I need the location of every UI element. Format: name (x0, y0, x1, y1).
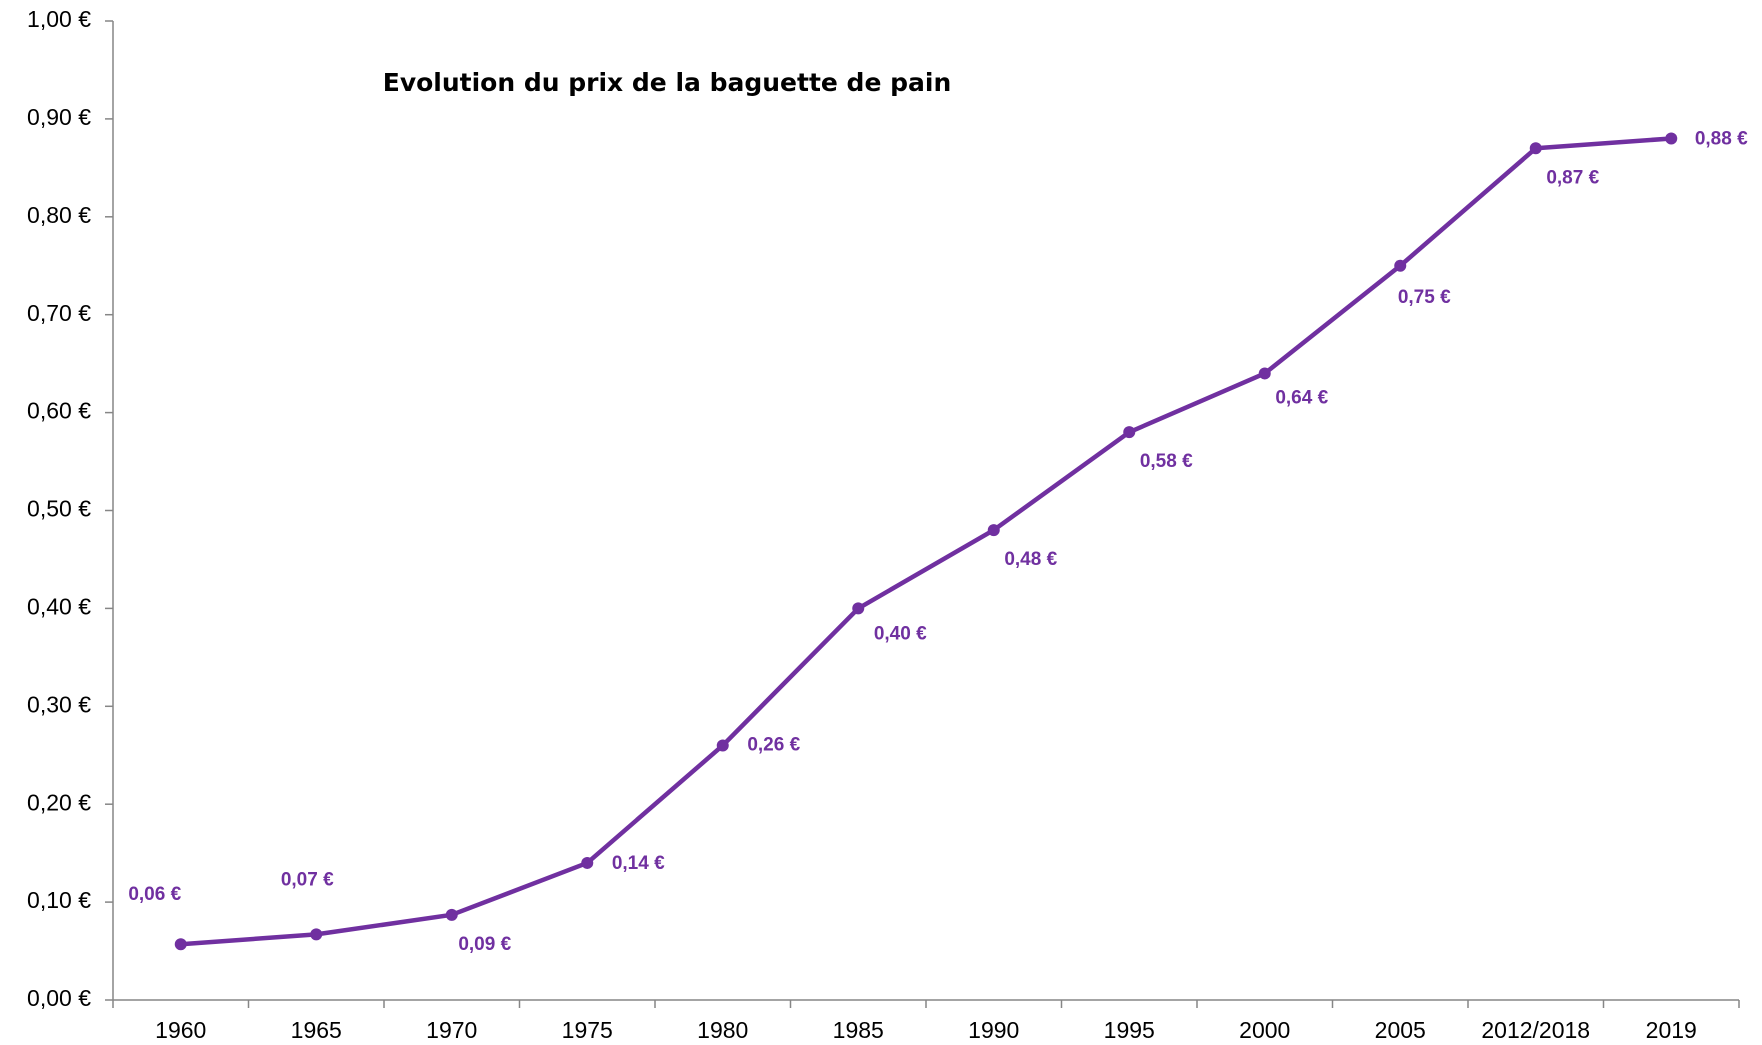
y-tick-label: 0,70 € (27, 300, 91, 326)
point (1529, 142, 1542, 155)
x-tick-label: 1985 (833, 1017, 884, 1043)
point (987, 524, 1000, 537)
y-tick-label: 0,30 € (27, 691, 91, 717)
x-tick-label: 1965 (291, 1017, 342, 1043)
point (174, 938, 187, 951)
x-tick-label: 2000 (1239, 1017, 1290, 1043)
point (310, 928, 323, 941)
point (716, 739, 729, 752)
x-tick-label: 1975 (562, 1017, 613, 1043)
y-tick-label: 0,20 € (27, 789, 91, 815)
value-label: 0,88 € (1695, 128, 1748, 149)
value-label: 0,09 € (458, 934, 511, 955)
value-label: 0,87 € (1546, 167, 1599, 188)
x-tick-label: 1995 (1104, 1017, 1155, 1043)
x-tick-label: 2019 (1646, 1017, 1697, 1043)
point (445, 908, 458, 921)
y-tick-label: 0,60 € (27, 398, 91, 424)
value-label: 0,48 € (1004, 549, 1057, 570)
line (180, 136, 1672, 947)
x-tick-label: 2012/2018 (1481, 1017, 1590, 1043)
y-tick-label: 0,90 € (27, 104, 91, 130)
chart-title: Evolution du prix de la baguette de pain (383, 68, 952, 97)
y-tick-label: 1,00 € (27, 6, 91, 32)
x-tick-label: 1980 (697, 1017, 748, 1043)
value-label: 0,64 € (1275, 387, 1328, 408)
x-tick-label: 1960 (155, 1017, 206, 1043)
y-tick-label: 0,00 € (27, 985, 91, 1011)
point (1394, 259, 1407, 272)
value-label: 0,58 € (1140, 451, 1193, 472)
value-label: 0,06 € (128, 884, 181, 905)
point (1123, 426, 1136, 439)
x-tick-label: 1970 (426, 1017, 477, 1043)
value-label: 0,26 € (747, 734, 800, 755)
y-tick-label: 0,10 € (27, 887, 91, 913)
point (581, 856, 594, 869)
y-tick-label: 0,50 € (27, 496, 91, 522)
x-tick-label: 1990 (968, 1017, 1019, 1043)
point (1665, 132, 1678, 145)
value-label: 0,40 € (874, 623, 927, 644)
point (1258, 367, 1271, 380)
value-label: 0,07 € (281, 869, 334, 890)
point (852, 602, 865, 615)
x-tick-label: 2005 (1375, 1017, 1426, 1043)
value-label: 0,75 € (1398, 287, 1451, 308)
y-tick-label: 0,80 € (27, 202, 91, 228)
value-label: 0,14 € (612, 853, 665, 874)
y-tick-label: 0,40 € (27, 593, 91, 619)
